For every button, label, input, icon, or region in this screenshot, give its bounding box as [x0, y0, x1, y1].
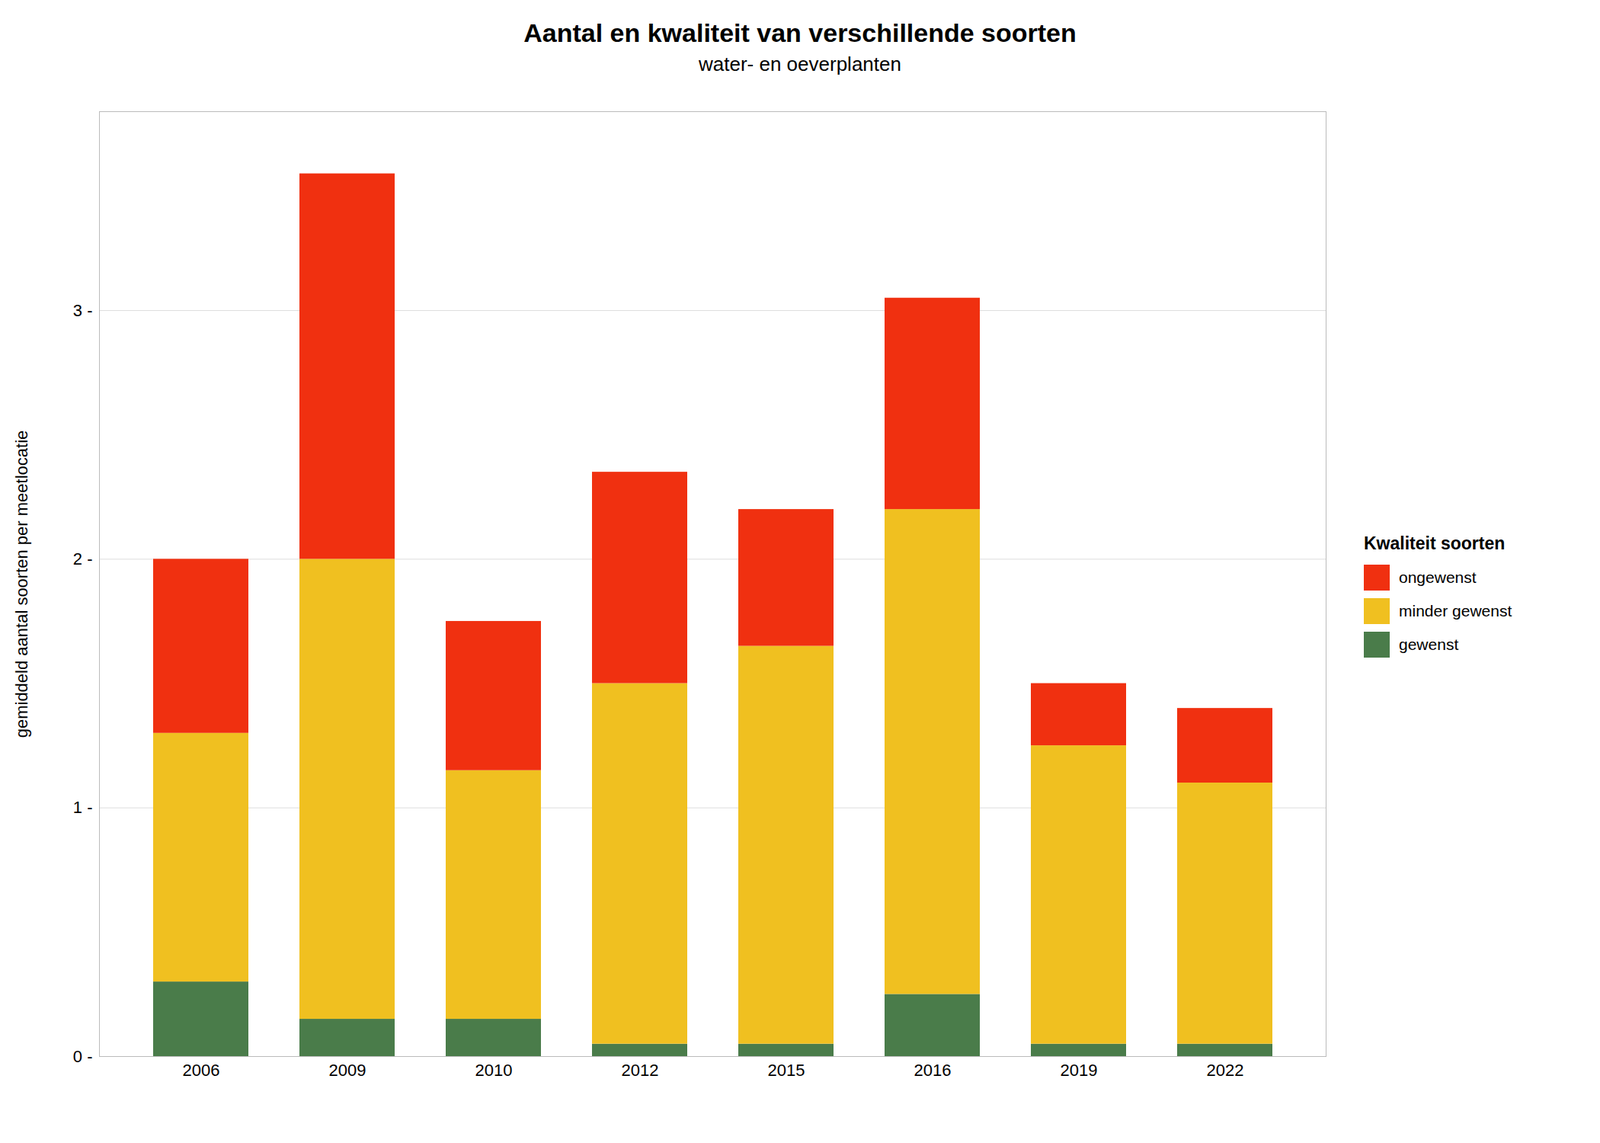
html-text:water- en oeverplanten: water- en oeverplanten — [698, 52, 902, 76]
svg-text:2012: 2012 — [621, 1060, 660, 1080]
svg-text:3 -: 3 - — [73, 300, 93, 320]
svg-text:2016: 2016 — [914, 1060, 952, 1080]
html-text:ongewenst: ongewenst — [1398, 568, 1477, 586]
html-text:Aantal en kwaliteit van versch: Aantal en kwaliteit van verschillende so… — [523, 18, 1077, 48]
svg-text:2015: 2015 — [768, 1060, 806, 1080]
svg-text:2010: 2010 — [475, 1060, 513, 1080]
svg-text:gemiddeld aantal soorten per m: gemiddeld aantal soorten per meetlocatie — [12, 430, 32, 739]
html-text:gewenst: gewenst — [1398, 635, 1459, 653]
svg-text:2006: 2006 — [182, 1060, 221, 1080]
svg-text:0 -: 0 - — [73, 1046, 93, 1066]
html-text:minder gewenst: minder gewenst — [1398, 601, 1512, 620]
svg-text:2019: 2019 — [1060, 1060, 1098, 1080]
svg-text:2 -: 2 - — [73, 549, 93, 569]
svg-text:2022: 2022 — [1206, 1060, 1245, 1080]
svg-text:2009: 2009 — [329, 1060, 367, 1080]
html-text:Kwaliteit soorten: Kwaliteit soorten — [1363, 532, 1505, 553]
svg-text:1 -: 1 - — [73, 797, 93, 817]
